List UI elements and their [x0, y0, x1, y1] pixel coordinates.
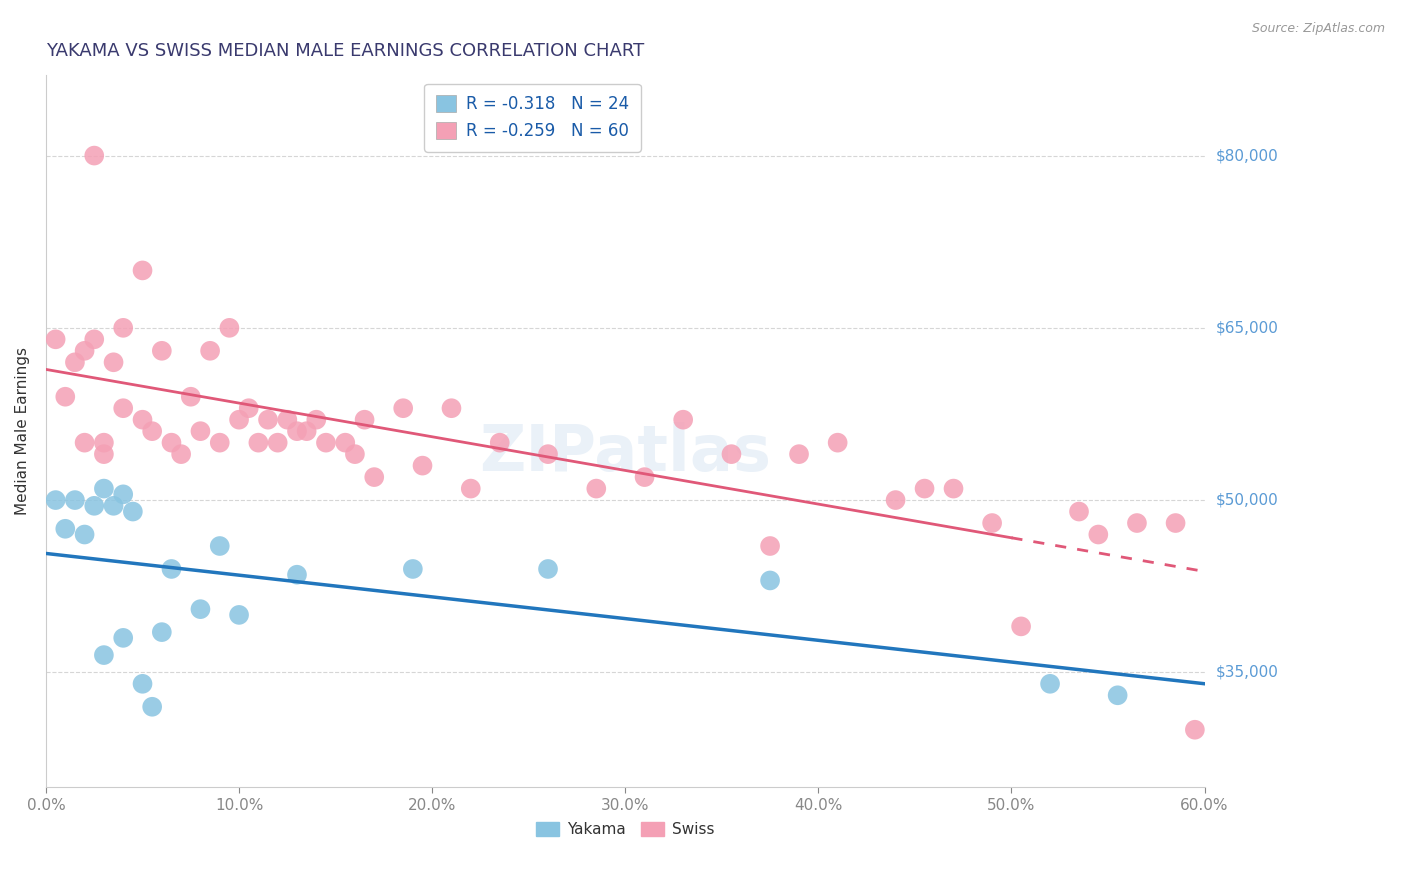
Point [914, 482, 936, 496]
Point [247, 435, 270, 450]
Point [1067, 504, 1090, 518]
Point [228, 607, 250, 622]
Point [343, 447, 366, 461]
Point [759, 539, 782, 553]
Point [190, 602, 212, 616]
Point [180, 390, 202, 404]
Point [45, 332, 67, 346]
Point [63, 355, 86, 369]
Point [412, 458, 434, 473]
Point [93, 648, 115, 662]
Point [488, 435, 510, 450]
Text: $50,000: $50,000 [1216, 492, 1278, 508]
Point [73, 435, 96, 450]
Point [392, 401, 415, 416]
Point [827, 435, 849, 450]
Point [266, 435, 288, 450]
Point [83, 148, 105, 162]
Text: $65,000: $65,000 [1216, 320, 1278, 335]
Point [305, 413, 328, 427]
Point [83, 332, 105, 346]
Point [460, 482, 482, 496]
Point [131, 413, 153, 427]
Text: $35,000: $35,000 [1216, 665, 1278, 680]
Point [537, 562, 560, 576]
Point [160, 435, 183, 450]
Point [93, 447, 115, 461]
Point [73, 343, 96, 358]
Point [170, 447, 193, 461]
Legend: Yakama, Swiss: Yakama, Swiss [530, 816, 720, 844]
Point [1087, 527, 1109, 541]
Point [103, 355, 125, 369]
Point [93, 482, 115, 496]
Point [720, 447, 742, 461]
Point [150, 625, 173, 640]
Point [787, 447, 810, 461]
Point [285, 567, 308, 582]
Point [672, 413, 695, 427]
Point [1184, 723, 1206, 737]
Point [981, 516, 1004, 530]
Point [295, 424, 318, 438]
Point [257, 413, 280, 427]
Point [160, 562, 183, 576]
Point [112, 401, 135, 416]
Point [63, 493, 86, 508]
Point [112, 631, 135, 645]
Point [942, 482, 965, 496]
Point [83, 499, 105, 513]
Point [363, 470, 385, 484]
Point [1107, 688, 1129, 702]
Point [585, 482, 607, 496]
Point [131, 263, 153, 277]
Point [1039, 677, 1062, 691]
Point [198, 343, 221, 358]
Point [45, 493, 67, 508]
Point [276, 413, 298, 427]
Point [93, 435, 115, 450]
Point [112, 487, 135, 501]
Point [1010, 619, 1032, 633]
Point [103, 499, 125, 513]
Point [759, 574, 782, 588]
Point [633, 470, 655, 484]
Point [315, 435, 337, 450]
Point [131, 677, 153, 691]
Y-axis label: Median Male Earnings: Median Male Earnings [15, 347, 30, 516]
Point [112, 321, 135, 335]
Point [1126, 516, 1149, 530]
Point [537, 447, 560, 461]
Point [150, 343, 173, 358]
Text: YAKAMA VS SWISS MEDIAN MALE EARNINGS CORRELATION CHART: YAKAMA VS SWISS MEDIAN MALE EARNINGS COR… [46, 42, 644, 60]
Text: ZIPatlas: ZIPatlas [479, 422, 772, 483]
Point [73, 527, 96, 541]
Point [228, 413, 250, 427]
Point [208, 435, 231, 450]
Point [238, 401, 260, 416]
Text: Source: ZipAtlas.com: Source: ZipAtlas.com [1251, 22, 1385, 36]
Point [218, 321, 240, 335]
Point [335, 435, 357, 450]
Point [353, 413, 375, 427]
Point [402, 562, 425, 576]
Text: $80,000: $80,000 [1216, 148, 1278, 163]
Point [440, 401, 463, 416]
Point [285, 424, 308, 438]
Point [121, 504, 143, 518]
Point [141, 424, 163, 438]
Point [884, 493, 907, 508]
Point [53, 522, 76, 536]
Point [1164, 516, 1187, 530]
Point [53, 390, 76, 404]
Point [208, 539, 231, 553]
Point [190, 424, 212, 438]
Point [141, 699, 163, 714]
